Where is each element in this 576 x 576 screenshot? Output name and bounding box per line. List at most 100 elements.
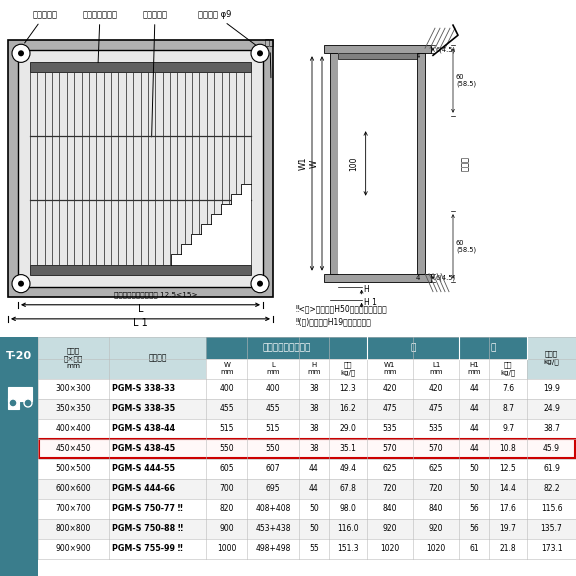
Text: 6(4.5): 6(4.5) xyxy=(436,46,456,52)
Text: 475: 475 xyxy=(382,404,397,414)
Text: 900: 900 xyxy=(219,525,234,533)
Text: 12.5: 12.5 xyxy=(500,464,517,473)
Text: 900×900: 900×900 xyxy=(55,544,91,554)
Text: ベアリングバーピッチ 12.5<15>: ベアリングバーピッチ 12.5<15> xyxy=(113,291,198,298)
Bar xyxy=(38,439,576,459)
Bar xyxy=(38,337,109,379)
Text: 49.4: 49.4 xyxy=(339,464,357,473)
Text: 720: 720 xyxy=(382,484,397,494)
Text: PGM-S 438-45: PGM-S 438-45 xyxy=(112,445,175,453)
Text: ベアリングバー: ベアリングバー xyxy=(82,10,118,63)
Bar xyxy=(338,54,417,274)
Text: エンドバー: エンドバー xyxy=(25,10,58,43)
Text: 695: 695 xyxy=(266,484,281,494)
Circle shape xyxy=(257,50,263,56)
Text: 535: 535 xyxy=(429,425,444,434)
Text: PGM-S 444-55: PGM-S 444-55 xyxy=(112,464,175,473)
Text: 535: 535 xyxy=(382,425,397,434)
Text: 重量
kg/枚: 重量 kg/枚 xyxy=(501,362,516,376)
Text: 455: 455 xyxy=(219,404,234,414)
Text: 7.6: 7.6 xyxy=(502,384,514,393)
Text: 100: 100 xyxy=(349,156,358,170)
Text: 920: 920 xyxy=(429,525,444,533)
Text: PGM-S 755-99 ‼: PGM-S 755-99 ‼ xyxy=(112,544,183,554)
Text: 1000: 1000 xyxy=(217,544,237,554)
Bar xyxy=(38,479,576,499)
Text: 607: 607 xyxy=(266,464,281,473)
Polygon shape xyxy=(171,184,251,264)
Circle shape xyxy=(18,281,24,287)
Text: 12.3: 12.3 xyxy=(339,384,356,393)
Bar xyxy=(324,274,431,282)
Text: 408+408: 408+408 xyxy=(255,505,291,513)
Text: 重量
kg/枚: 重量 kg/枚 xyxy=(340,362,355,376)
Text: 173.1: 173.1 xyxy=(541,544,562,554)
Text: 50: 50 xyxy=(309,505,319,513)
Text: 450×450: 450×450 xyxy=(55,445,91,453)
Text: 475: 475 xyxy=(429,404,444,414)
Text: W
mm: W mm xyxy=(220,362,234,376)
Text: 400: 400 xyxy=(219,384,234,393)
Bar xyxy=(8,398,19,409)
Text: 420: 420 xyxy=(429,384,444,393)
Text: 67.8: 67.8 xyxy=(339,484,356,494)
Bar xyxy=(367,337,459,359)
Text: 400×400: 400×400 xyxy=(55,425,91,434)
Text: 60
(58.5): 60 (58.5) xyxy=(456,74,476,87)
Text: 55: 55 xyxy=(309,544,319,554)
Text: 19.9: 19.9 xyxy=(543,384,560,393)
Text: 44: 44 xyxy=(469,404,479,414)
Text: 420: 420 xyxy=(382,384,397,393)
Bar xyxy=(8,40,273,297)
Text: L 1: L 1 xyxy=(133,318,148,328)
Text: L
mm: L mm xyxy=(266,362,280,376)
Text: 19.7: 19.7 xyxy=(499,525,517,533)
Text: 44: 44 xyxy=(469,425,479,434)
Text: 920: 920 xyxy=(382,525,397,533)
Text: 135.7: 135.7 xyxy=(541,525,562,533)
Bar xyxy=(38,379,576,399)
Text: 受: 受 xyxy=(410,343,416,353)
Bar xyxy=(38,519,576,539)
Bar xyxy=(109,337,206,379)
Text: 14.4: 14.4 xyxy=(499,484,517,494)
Bar xyxy=(324,46,431,54)
Text: PGM-S 750-88 ‼: PGM-S 750-88 ‼ xyxy=(112,525,183,533)
Text: 500×500: 500×500 xyxy=(55,464,91,473)
Text: PGM-S 750-77 ‼: PGM-S 750-77 ‼ xyxy=(112,505,183,513)
Text: PGM-S 444-66: PGM-S 444-66 xyxy=(112,484,175,494)
Text: 呼称記号: 呼称記号 xyxy=(148,354,167,362)
Text: W: W xyxy=(310,160,319,168)
Text: 840: 840 xyxy=(429,505,444,513)
Text: クロスバー: クロスバー xyxy=(142,10,168,137)
Bar xyxy=(38,539,576,559)
Text: 700: 700 xyxy=(219,484,234,494)
Text: 625: 625 xyxy=(382,464,397,473)
Text: 1020: 1020 xyxy=(426,544,446,554)
Text: ‼(　)寸法は、H19の寸法です。: ‼( )寸法は、H19の寸法です。 xyxy=(295,317,371,327)
Bar xyxy=(38,399,576,419)
Bar xyxy=(38,419,576,439)
Text: W1: W1 xyxy=(299,157,308,170)
Bar xyxy=(30,264,251,275)
Bar xyxy=(459,337,527,359)
Circle shape xyxy=(251,275,269,293)
Text: 16.2: 16.2 xyxy=(339,404,356,414)
Bar xyxy=(30,62,251,73)
Text: 総重量
kg/組: 総重量 kg/組 xyxy=(544,351,559,365)
Text: 10.8: 10.8 xyxy=(500,445,517,453)
Text: 700×700: 700×700 xyxy=(55,505,91,513)
Text: 8.7: 8.7 xyxy=(502,404,514,414)
Text: 515: 515 xyxy=(219,425,234,434)
Text: L: L xyxy=(138,304,143,314)
Text: 9.7: 9.7 xyxy=(502,425,514,434)
Text: H
mm: H mm xyxy=(307,362,320,376)
Text: 61.9: 61.9 xyxy=(543,464,560,473)
Text: T-20: T-20 xyxy=(6,351,32,361)
Text: 350×350: 350×350 xyxy=(55,404,91,414)
Text: 50: 50 xyxy=(469,464,479,473)
Bar xyxy=(38,499,576,519)
Text: 61: 61 xyxy=(469,544,479,554)
Text: 44: 44 xyxy=(469,445,479,453)
Text: 570: 570 xyxy=(382,445,397,453)
